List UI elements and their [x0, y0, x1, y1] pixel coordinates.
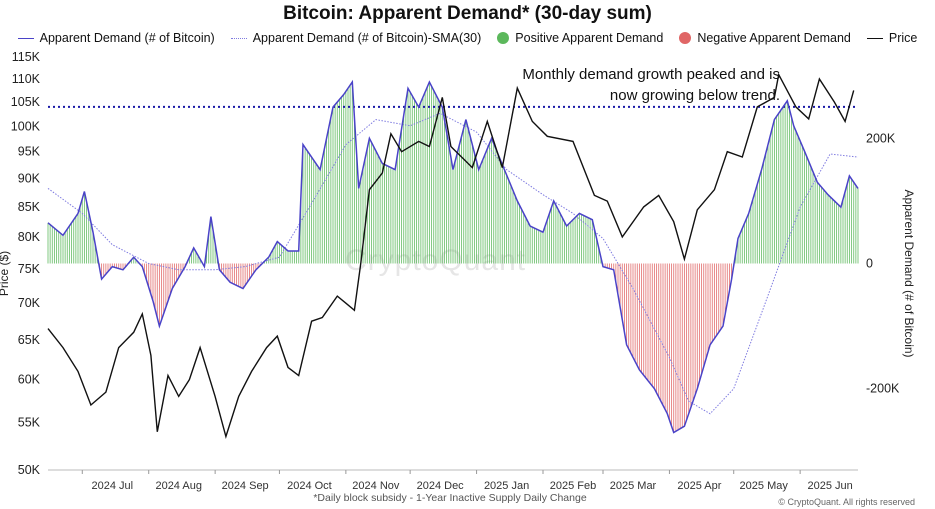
x-tick-label: 2024 Nov: [352, 480, 400, 492]
demand-line: [47, 79, 859, 434]
x-tick-label: 2024 Dec: [417, 480, 465, 492]
legend-label-sma: Apparent Demand (# of Bitcoin)-SMA(30): [252, 31, 482, 45]
legend-label-negative: Negative Apparent Demand: [697, 31, 851, 45]
legend-item-sma[interactable]: Apparent Demand (# of Bitcoin)-SMA(30): [230, 31, 482, 45]
left-tick-label: 55K: [18, 416, 41, 430]
copyright: © CryptoQuant. All rights reserved: [778, 497, 915, 507]
legend-item-demand[interactable]: Apparent Demand (# of Bitcoin): [17, 31, 215, 45]
left-tick-label: 90K: [18, 172, 41, 186]
legend-label-price: Price: [888, 31, 918, 45]
right-axis-title: Apparent Demand (# of Bitcoin): [902, 189, 916, 357]
legend-marker-positive: [497, 32, 510, 44]
left-tick-label: 115K: [12, 50, 41, 64]
legend-marker-price: [866, 37, 883, 39]
price-line: [47, 72, 855, 439]
legend: Apparent Demand (# of Bitcoin) Apparent …: [0, 31, 935, 45]
left-tick-label: 95K: [18, 145, 41, 159]
legend-marker-sma: [230, 37, 247, 39]
left-tick-label: 60K: [18, 373, 41, 387]
x-tick-label: 2025 Jun: [808, 480, 853, 492]
annotation-line-2: now growing below trend.: [609, 87, 780, 104]
legend-marker-demand: [17, 37, 34, 39]
x-tick-label: 2024 Jul: [91, 480, 133, 492]
legend-marker-negative: [679, 32, 692, 44]
left-tick-label: 80K: [18, 230, 41, 244]
legend-item-positive[interactable]: Positive Apparent Demand: [497, 31, 663, 45]
x-tick-label: 2025 Jan: [484, 480, 529, 492]
chart-annotation: Monthly demand growth peaked and is now …: [522, 64, 780, 106]
legend-label-demand: Apparent Demand (# of Bitcoin): [39, 31, 215, 45]
right-tick-label: 0: [866, 257, 873, 271]
left-tick-label: 105K: [11, 95, 41, 109]
left-tick-label: 110K: [12, 72, 41, 86]
left-axis-title: Price ($): [0, 251, 11, 296]
chart-title: Bitcoin: Apparent Demand* (30-day sum): [283, 3, 652, 24]
right-tick-label: 200K: [866, 131, 896, 145]
left-tick-label: 50K: [18, 463, 41, 477]
left-tick-label: 85K: [18, 200, 41, 214]
left-tick-label: 70K: [18, 296, 41, 310]
x-tick-label: 2025 Apr: [677, 480, 721, 492]
x-tick-label: 2025 Feb: [550, 480, 596, 492]
sma-line: [47, 112, 859, 415]
watermark: CryptoQuant: [345, 244, 526, 278]
x-tick-label: 2024 Sep: [222, 480, 269, 492]
left-tick-label: 75K: [18, 262, 41, 276]
left-tick-label: 100K: [11, 119, 41, 133]
annotation-line-1: Monthly demand growth peaked and is: [522, 66, 780, 83]
left-tick-label: 65K: [18, 333, 41, 347]
x-tick-label: 2024 Oct: [287, 480, 332, 492]
legend-label-positive: Positive Apparent Demand: [515, 31, 664, 45]
right-tick-label: -200K: [866, 382, 900, 396]
x-tick-label: 2025 Mar: [610, 480, 657, 492]
legend-item-price[interactable]: Price: [866, 31, 918, 45]
x-tick-label: 2024 Aug: [155, 480, 202, 492]
legend-item-negative[interactable]: Negative Apparent Demand: [679, 31, 851, 45]
footnote: *Daily block subsidy - 1-Year Inactive S…: [313, 492, 587, 504]
x-tick-label: 2025 May: [740, 480, 789, 492]
